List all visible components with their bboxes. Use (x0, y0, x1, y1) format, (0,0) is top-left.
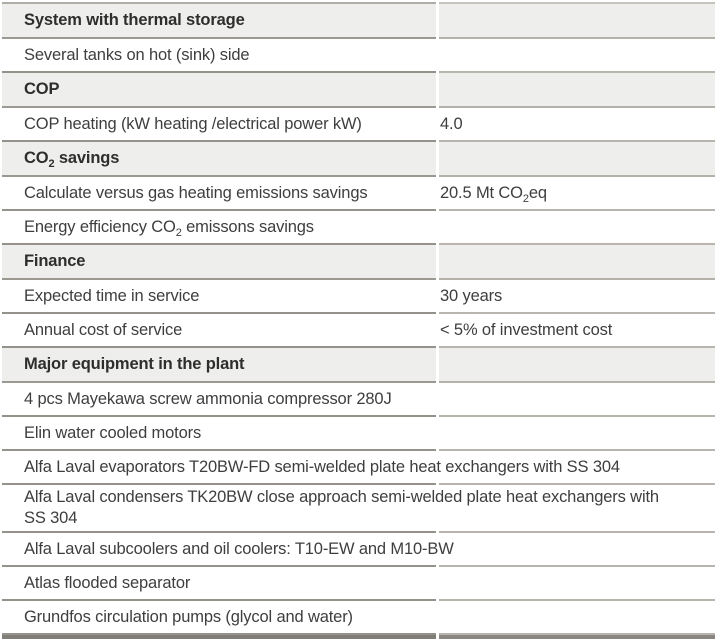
row-label: Alfa Laval evaporators T20BW-FD semi-wel… (24, 457, 620, 476)
section-title: COP (24, 80, 60, 98)
section-header-row: Major equipment in the plant (2, 348, 715, 383)
table-row: Annual cost of service < 5% of investmen… (2, 314, 715, 348)
section-header-row: Finance (2, 245, 715, 280)
row-value: 4.0 (440, 114, 463, 133)
table-top-border (2, 2, 715, 4)
row-value: 30 years (440, 286, 503, 305)
section-title: Finance (24, 252, 86, 270)
table-row: Elin water cooled motors (2, 417, 715, 451)
table-bottom-bar (2, 635, 715, 639)
row-label: Expected time in service (24, 286, 200, 305)
section-title: System with thermal storage (24, 11, 245, 29)
table-row: Alfa Laval condensers TK20BW close appro… (2, 485, 715, 533)
table-row: Expected time in service 30 years (2, 280, 715, 314)
row-label: Alfa Laval subcoolers and oil coolers: T… (24, 539, 454, 558)
row-label: Atlas flooded separator (24, 573, 191, 592)
table-row: Calculate versus gas heating emissions s… (2, 177, 715, 211)
row-label: Grundfos circulation pumps (glycol and w… (24, 607, 353, 626)
table-row: Grundfos circulation pumps (glycol and w… (2, 601, 715, 635)
row-value: < 5% of investment cost (440, 320, 613, 339)
row-label: Several tanks on hot (sink) side (24, 45, 250, 64)
row-label: Calculate versus gas heating emissions s… (24, 183, 368, 202)
subscript: 2 (175, 226, 182, 239)
row-label: Energy efficiency CO2 emissons savings (24, 217, 314, 239)
table-row: Several tanks on hot (sink) side (2, 39, 715, 73)
row-label: Alfa Laval condensers TK20BW close appro… (24, 488, 659, 527)
table-row: Alfa Laval evaporators T20BW-FD semi-wel… (2, 451, 715, 485)
table-row: 4 pcs Mayekawa screw ammonia compressor … (2, 383, 715, 417)
row-value: 20.5 Mt CO2eq (440, 183, 547, 205)
section-title: CO2 savings (24, 149, 120, 170)
row-label: COP heating (kW heating /electrical powe… (24, 114, 362, 133)
subscript: 2 (48, 158, 55, 170)
section-title: Major equipment in the plant (24, 355, 245, 373)
table-row: Alfa Laval subcoolers and oil coolers: T… (2, 533, 715, 567)
section-header-row: COP (2, 73, 715, 108)
row-label: Annual cost of service (24, 320, 183, 339)
table-row: Energy efficiency CO2 emissons savings (2, 211, 715, 245)
subscript: 2 (522, 192, 529, 205)
table-row: COP heating (kW heating /electrical powe… (2, 108, 715, 142)
row-label: 4 pcs Mayekawa screw ammonia compressor … (24, 389, 392, 408)
section-header-row: System with thermal storage (2, 4, 715, 39)
table-row: Atlas flooded separator (2, 567, 715, 601)
section-header-row: CO2 savings (2, 142, 715, 177)
row-label: Elin water cooled motors (24, 423, 202, 442)
